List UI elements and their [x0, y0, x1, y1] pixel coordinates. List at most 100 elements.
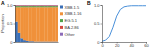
bar — [18, 6, 21, 7]
bar — [26, 7, 29, 41]
bar — [45, 7, 48, 41]
tick-label: 60 — [144, 43, 149, 48]
bar — [23, 7, 26, 40]
bar — [42, 6, 45, 7]
bar — [23, 6, 26, 7]
bar — [28, 5, 31, 6]
bar — [18, 5, 21, 6]
bar — [39, 6, 42, 7]
x-axis — [16, 42, 59, 44]
legend: XBB.1.5XBB.1.16 EG.5.1 BA.2.86 Other — [60, 5, 82, 37]
plot-area — [15, 5, 58, 42]
bar — [42, 7, 45, 41]
tick-label: 1.0 — [7, 3, 13, 8]
bar — [37, 6, 40, 7]
axis-line — [101, 6, 103, 43]
bar — [47, 7, 50, 41]
legend-label: XBB.1.5 — [65, 5, 80, 10]
tick-label: 1.0 — [94, 3, 100, 8]
tick: 1.0 — [94, 3, 102, 8]
bar — [28, 7, 31, 41]
series — [15, 6, 58, 7]
tick: 0 — [97, 40, 102, 45]
bar — [28, 5, 31, 7]
tick: 20 — [115, 42, 120, 48]
bar — [34, 6, 37, 7]
bar — [31, 5, 34, 6]
bar — [55, 7, 58, 41]
tick-mark — [101, 5, 103, 6]
y-axis: 0 0.5 1.0 — [94, 3, 103, 45]
bar — [50, 5, 53, 6]
bar — [31, 5, 34, 7]
bar — [37, 5, 40, 7]
tick-label: 0 — [10, 40, 13, 45]
title: B — [87, 0, 91, 6]
legend-swatch — [60, 19, 63, 22]
tick-label: 0.5 — [94, 21, 100, 26]
bar — [45, 5, 48, 7]
panel: A XBB.1.5XBB.1.16 EG.5.1 BA.2.86 Other 0 0.5 1.… — [0, 0, 82, 45]
bar — [28, 6, 31, 7]
tick: 0.5 — [94, 21, 102, 26]
bar — [34, 5, 37, 6]
tick-label: 0.5 — [7, 21, 13, 26]
figure: A XBB.1.5XBB.1.16 EG.5.1 BA.2.86 Other 0 0.5 1.… — [0, 0, 150, 50]
bar — [39, 5, 42, 7]
bar — [47, 5, 50, 6]
tick: 40 — [130, 42, 135, 48]
bar — [45, 5, 48, 6]
bar — [53, 7, 56, 41]
bar — [53, 5, 56, 7]
bar — [53, 6, 56, 7]
legend-swatch — [60, 6, 63, 9]
tick-mark — [14, 42, 16, 43]
bar — [39, 7, 42, 41]
series — [15, 7, 58, 41]
bar — [20, 38, 23, 42]
tick: 0.5 — [7, 21, 15, 26]
legend-swatch — [60, 33, 63, 36]
tick-mark — [14, 5, 16, 6]
bar — [18, 7, 21, 33]
tick-label: 0 — [97, 40, 100, 45]
legend-label: BA.2.86 — [65, 25, 80, 30]
bar — [55, 5, 58, 6]
axis-line — [14, 6, 16, 43]
bar — [42, 5, 45, 7]
bar — [23, 5, 26, 6]
bar — [26, 5, 29, 6]
bar — [55, 6, 58, 7]
legend-swatch — [60, 26, 63, 29]
bar — [50, 7, 53, 41]
tick: 1.0 — [7, 3, 15, 8]
bar — [31, 6, 34, 7]
legend-label: XBB.1.16 — [65, 11, 83, 16]
tick-label: 40 — [130, 43, 135, 48]
bar — [18, 5, 21, 7]
bar — [47, 6, 50, 7]
tick-mark — [14, 24, 16, 25]
tick: 0 — [10, 40, 15, 45]
tick-mark — [101, 24, 103, 25]
bar — [26, 5, 29, 7]
legend-label: Other — [65, 32, 76, 37]
bar — [55, 5, 58, 7]
legend-swatch — [60, 12, 63, 15]
legend-label: EG.5.1 — [65, 18, 78, 23]
bar — [20, 7, 23, 38]
bar — [53, 5, 56, 6]
series — [15, 5, 58, 7]
bar — [34, 7, 37, 41]
bar — [45, 6, 48, 7]
bar — [18, 33, 21, 42]
series — [15, 5, 58, 6]
tick-mark — [101, 42, 103, 43]
bar — [50, 6, 53, 7]
panel: B 0 20 40 60 0 0.5 1.0 — [87, 0, 149, 48]
bar — [20, 5, 23, 6]
bar — [39, 5, 42, 6]
title: A — [1, 0, 5, 6]
bar — [47, 5, 50, 7]
bar — [37, 7, 40, 41]
